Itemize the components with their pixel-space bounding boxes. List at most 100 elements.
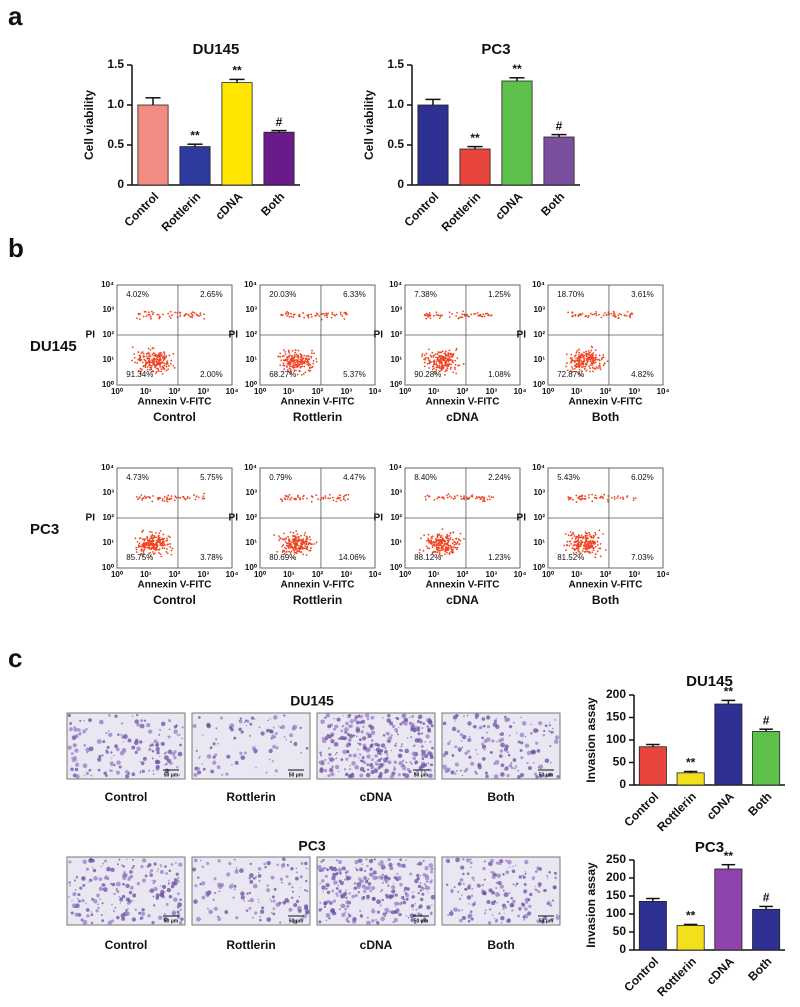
stained-cell — [409, 761, 412, 764]
cell-dot — [592, 370, 594, 373]
stained-cell — [210, 769, 215, 774]
stained-cell — [131, 899, 134, 902]
cell-dot — [421, 353, 424, 356]
cell-dot — [577, 536, 580, 539]
stained-cell — [123, 741, 125, 743]
stained-cell — [335, 859, 338, 862]
stained-cell — [422, 722, 426, 725]
stained-cell — [163, 752, 167, 755]
stained-cell — [228, 726, 233, 730]
cell-dot — [428, 495, 431, 498]
stained-cell — [355, 735, 358, 738]
cell-dot — [594, 368, 597, 370]
stained-cell — [451, 753, 455, 757]
stained-cell — [551, 731, 555, 734]
stained-cell — [249, 873, 254, 878]
cell-dot — [440, 540, 443, 543]
cell-dot — [203, 497, 206, 500]
stained-cell — [111, 903, 113, 906]
stained-cell — [71, 900, 73, 902]
cell-dot — [610, 312, 613, 315]
cell-dot — [286, 315, 288, 317]
stained-cell — [359, 773, 364, 778]
cell-dot — [148, 354, 150, 357]
cell-dot — [157, 353, 160, 356]
cell-dot — [335, 313, 338, 316]
stained-cell — [366, 717, 370, 721]
cell-dot — [445, 353, 447, 356]
significance: ** — [190, 128, 200, 142]
cell-dot — [439, 357, 442, 360]
cell-dot — [455, 543, 457, 546]
cell-dot — [138, 354, 141, 357]
stained-cell — [68, 880, 72, 884]
micrograph-label: Control — [105, 790, 148, 804]
stained-cells — [67, 713, 184, 779]
cell-dot — [296, 540, 299, 543]
stained-cell — [345, 896, 348, 899]
cell-dot — [146, 368, 149, 371]
cell-dot — [312, 359, 315, 362]
stained-cell — [75, 875, 79, 878]
cell-dot — [451, 542, 454, 545]
stained-cell — [243, 900, 245, 902]
cell-dot — [140, 372, 142, 375]
quadrant-percent: 81.52% — [557, 553, 584, 562]
stained-cell — [524, 919, 526, 921]
stained-cell — [151, 749, 155, 753]
cell-dot — [325, 312, 328, 315]
stained-cell — [67, 745, 72, 750]
x-tick-label: 10³ — [485, 570, 497, 579]
stained-cell — [252, 916, 254, 919]
cell-dot — [289, 354, 291, 357]
stained-cell — [344, 911, 347, 914]
stained-cell — [371, 919, 375, 923]
cell-dot — [141, 531, 144, 533]
stained-cell — [500, 763, 505, 768]
stained-cell — [416, 728, 421, 732]
stained-cell — [85, 867, 90, 871]
cell-dot — [470, 495, 473, 498]
stained-cell — [421, 892, 425, 896]
cell-dot — [184, 498, 187, 501]
stained-cell — [90, 913, 94, 917]
stained-cell — [100, 914, 103, 916]
cell-dot — [574, 313, 577, 316]
stained-cell — [319, 751, 322, 755]
cell-dot — [430, 541, 433, 544]
cell-dot — [289, 312, 292, 315]
cell-dot — [437, 351, 440, 353]
cell-dot — [578, 541, 581, 544]
cell-dot — [450, 547, 452, 549]
x-tick-label: Both — [745, 789, 774, 818]
stained-cell — [414, 878, 419, 884]
cell-dot — [591, 357, 593, 360]
stained-cell — [285, 738, 288, 741]
stained-cell — [235, 916, 239, 920]
cell-dot — [441, 528, 444, 531]
stained-cell — [150, 743, 154, 747]
cell-dot — [579, 356, 582, 359]
stained-cell — [295, 899, 300, 904]
cell-dot — [575, 351, 578, 354]
cell-dot — [159, 355, 162, 358]
cell-dot — [165, 365, 168, 368]
stained-cell — [418, 739, 424, 744]
stained-cell — [130, 875, 133, 878]
cell-dot — [580, 542, 582, 545]
cell-dot — [462, 363, 465, 365]
stained-cell — [485, 737, 491, 742]
stained-cell — [321, 885, 326, 890]
stained-cell — [417, 732, 421, 736]
cell-dot — [159, 553, 162, 556]
cell-dot — [296, 373, 299, 376]
stained-cell — [206, 754, 212, 759]
stained-cell — [383, 878, 386, 881]
cell-dot — [592, 360, 595, 363]
cell-dot — [445, 494, 448, 497]
stained-cell — [535, 888, 539, 892]
stained-cell — [74, 912, 79, 917]
cell-dot — [617, 317, 620, 320]
stained-cell — [149, 888, 155, 894]
stained-cell — [362, 875, 368, 881]
